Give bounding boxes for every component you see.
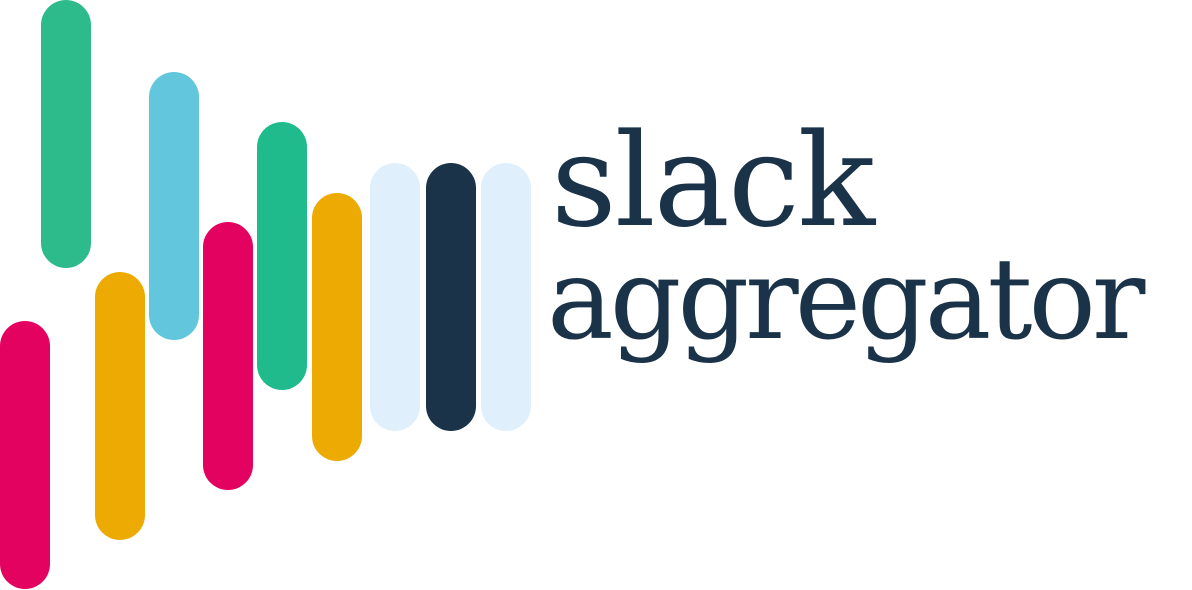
bar-1 [0, 321, 50, 589]
bar-4 [149, 72, 199, 340]
bar-3 [95, 272, 145, 540]
bar-6 [257, 122, 307, 390]
wordmark-line-aggregator: aggregator [547, 235, 1145, 365]
wordmark-line-slack: slack [551, 107, 875, 256]
bar-2 [41, 0, 91, 268]
bar-9 [426, 163, 476, 431]
bar-7 [312, 193, 362, 461]
bar-10 [481, 163, 531, 431]
bar-8 [370, 163, 420, 431]
bar-5 [203, 222, 253, 490]
